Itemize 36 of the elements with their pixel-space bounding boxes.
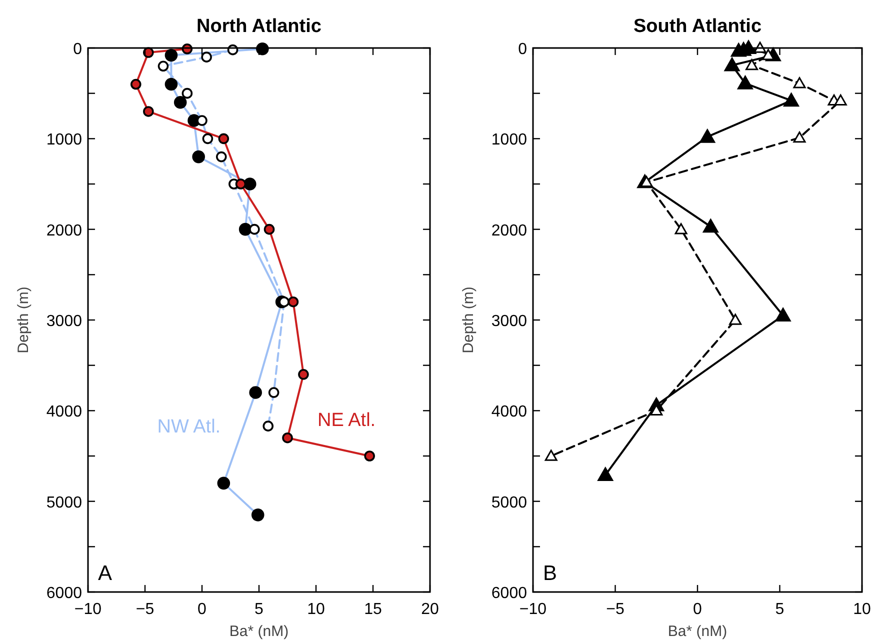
x-axis-title: Ba* (nM): [229, 623, 289, 640]
x-tick-label: 10: [853, 601, 871, 618]
y-tick-label: 3000: [491, 313, 528, 330]
y-tick-label: 2000: [46, 222, 82, 240]
y-tick-label: 6000: [46, 585, 82, 602]
y-tick-label: 1000: [491, 132, 528, 149]
y-tick-label: 2000: [491, 222, 528, 240]
x-axis-title: Ba* (nM): [668, 623, 728, 640]
y-axis-title: Depth (m): [15, 286, 32, 354]
y-tick-label: 3000: [46, 313, 82, 330]
y-tick-label: 4000: [491, 404, 528, 421]
x-tick-label: 15: [364, 601, 382, 618]
annotation: A: [98, 562, 112, 585]
x-tick-label: 20: [421, 601, 439, 618]
y-tick-label: 5000: [46, 494, 82, 512]
x-tick-label: −10: [519, 601, 547, 618]
series-label: NW Atl.: [157, 416, 221, 438]
x-tick-label: −5: [606, 601, 624, 618]
series-label: NE Atl.: [318, 410, 376, 431]
annotation: B: [543, 562, 558, 585]
y-tick-label: 4000: [46, 404, 82, 421]
y-tick-label: 0: [73, 41, 82, 58]
x-tick-label: −10: [74, 601, 102, 618]
x-tick-label: 5: [254, 601, 264, 618]
y-tick-label: 0: [518, 41, 528, 58]
x-tick-label: 5: [775, 601, 784, 618]
chart-title: North Atlantic: [196, 16, 322, 37]
x-tick-label: 10: [307, 601, 325, 618]
y-tick-label: 6000: [491, 585, 528, 602]
x-tick-label: 0: [693, 601, 702, 618]
y-tick-label: 5000: [491, 494, 528, 512]
x-tick-label: −5: [136, 601, 154, 618]
x-tick-label: 0: [198, 601, 207, 618]
chart-title: South Atlantic: [633, 16, 762, 37]
y-axis-title: Depth (m): [460, 286, 477, 354]
y-tick-label: 1000: [46, 132, 82, 149]
